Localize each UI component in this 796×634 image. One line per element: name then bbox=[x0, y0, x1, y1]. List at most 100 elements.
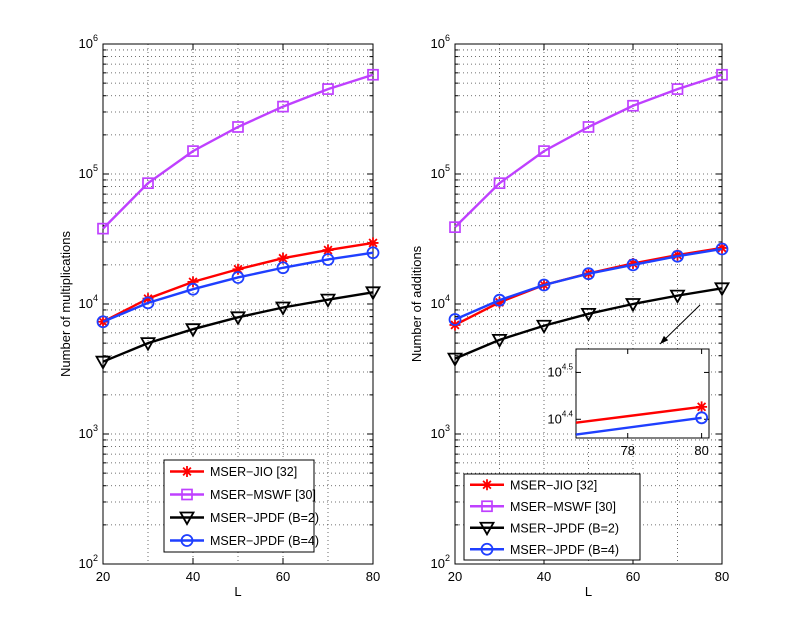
data-point bbox=[627, 99, 639, 112]
data-point bbox=[449, 221, 461, 234]
x-tick-label: 60 bbox=[276, 569, 290, 584]
data-point bbox=[277, 252, 289, 264]
legend-marker bbox=[181, 466, 193, 477]
y-axis-title: Number of multiplications bbox=[58, 231, 73, 377]
data-point bbox=[231, 271, 245, 284]
data-point bbox=[624, 298, 642, 313]
data-point bbox=[186, 282, 200, 296]
data-point bbox=[364, 286, 382, 301]
data-point bbox=[232, 121, 244, 133]
data-point bbox=[322, 244, 334, 256]
inset-data-point bbox=[696, 401, 708, 413]
arrow-shaft bbox=[659, 304, 701, 345]
inset-series-line bbox=[575, 405, 702, 424]
data-point bbox=[184, 323, 202, 338]
legend-label: MSER−JIO [32] bbox=[510, 478, 597, 492]
inset-x-tick-label: 78 bbox=[620, 443, 634, 458]
y-tick-label: 102 bbox=[431, 553, 450, 571]
legend-box bbox=[163, 459, 315, 553]
data-point bbox=[580, 307, 597, 323]
data-point bbox=[538, 145, 550, 157]
x-tick-label: 40 bbox=[537, 569, 551, 584]
data-point bbox=[494, 296, 505, 308]
legend-label: MSER−JPDF (B=4) bbox=[210, 534, 319, 548]
x-tick-label: 60 bbox=[626, 569, 640, 584]
legend-label: MSER−JPDF (B=2) bbox=[510, 521, 619, 535]
x-tick-label: 80 bbox=[715, 569, 729, 584]
legend-label: MSER−JPDF (B=4) bbox=[510, 543, 619, 557]
series-square bbox=[97, 68, 379, 235]
data-point bbox=[276, 261, 290, 275]
data-point bbox=[491, 333, 508, 349]
data-point bbox=[582, 121, 595, 133]
data-point bbox=[139, 337, 157, 352]
legend-label: MSER−JPDF (B=2) bbox=[210, 511, 319, 525]
y-tick-label: 105 bbox=[79, 163, 98, 181]
x-tick-label: 20 bbox=[448, 569, 462, 584]
data-point bbox=[232, 263, 244, 275]
inset-series-line bbox=[575, 416, 702, 436]
inset-y-tick-label: 104.5 bbox=[547, 362, 573, 379]
legend-marker bbox=[481, 500, 493, 513]
data-point bbox=[142, 293, 154, 305]
inset-chart: 78 80 104.4 104.5 bbox=[547, 348, 710, 458]
inset-data-point bbox=[695, 411, 709, 425]
series-triangle-down bbox=[94, 286, 382, 371]
data-point bbox=[493, 177, 506, 190]
x-tick-label: 40 bbox=[186, 569, 200, 584]
legend-box bbox=[463, 473, 641, 561]
legend-marker bbox=[478, 521, 496, 537]
y-tick-label: 106 bbox=[431, 33, 450, 51]
series-triangle-down bbox=[446, 282, 731, 367]
series-square bbox=[449, 68, 728, 234]
inset-frame bbox=[575, 348, 710, 439]
y-axis-title: Number of additions bbox=[409, 245, 424, 362]
y-tick-label: 104 bbox=[79, 293, 98, 311]
data-point bbox=[366, 246, 380, 260]
legend: MSER−JIO [32] MSER−MSWF [30] MSER−JPDF (B=… bbox=[463, 473, 641, 561]
data-point bbox=[274, 301, 292, 316]
data-point bbox=[493, 293, 506, 307]
series-line bbox=[102, 251, 374, 323]
data-point bbox=[715, 242, 729, 256]
data-point bbox=[448, 313, 462, 326]
data-point bbox=[626, 258, 640, 272]
legend-label: MSER−MSWF [30] bbox=[210, 488, 316, 502]
data-point bbox=[187, 276, 199, 288]
x-axis-title: L bbox=[585, 584, 592, 599]
legend-label: MSER−JIO [32] bbox=[210, 465, 297, 479]
y-tick-label: 102 bbox=[79, 553, 98, 571]
data-point bbox=[141, 296, 155, 310]
chart-panel-1: 20 40 60 80 102 103 104 105 106 L Number of multip… bbox=[58, 33, 382, 599]
legend: MSER−JIO [32] MSER−MSWF [30] MSER−JPDF (B=… bbox=[163, 459, 319, 553]
series-line bbox=[454, 73, 723, 229]
data-point bbox=[367, 237, 379, 249]
data-point bbox=[319, 293, 337, 308]
data-point bbox=[671, 249, 684, 263]
legend-marker bbox=[181, 488, 193, 501]
inset-y-tick-label: 104.4 bbox=[547, 409, 573, 426]
legend-marker bbox=[480, 542, 494, 556]
data-point bbox=[671, 83, 684, 95]
data-point bbox=[716, 242, 728, 254]
data-point bbox=[97, 222, 109, 235]
y-tick-label: 105 bbox=[431, 163, 450, 181]
data-point bbox=[537, 278, 551, 292]
data-point bbox=[321, 253, 335, 266]
data-point bbox=[277, 100, 289, 113]
data-point bbox=[367, 68, 379, 81]
series-line bbox=[102, 291, 374, 363]
series-line bbox=[102, 73, 374, 230]
x-axis-title: L bbox=[234, 584, 241, 599]
inset-ticks bbox=[576, 349, 709, 438]
legend-marker bbox=[178, 511, 196, 526]
series-circle bbox=[96, 246, 380, 329]
data-point bbox=[713, 282, 731, 297]
data-point bbox=[669, 289, 686, 304]
axis-ticks bbox=[102, 43, 374, 565]
series-circle bbox=[448, 242, 729, 326]
data-point bbox=[142, 177, 154, 190]
grid-lines bbox=[103, 44, 373, 564]
series-line bbox=[454, 287, 723, 360]
